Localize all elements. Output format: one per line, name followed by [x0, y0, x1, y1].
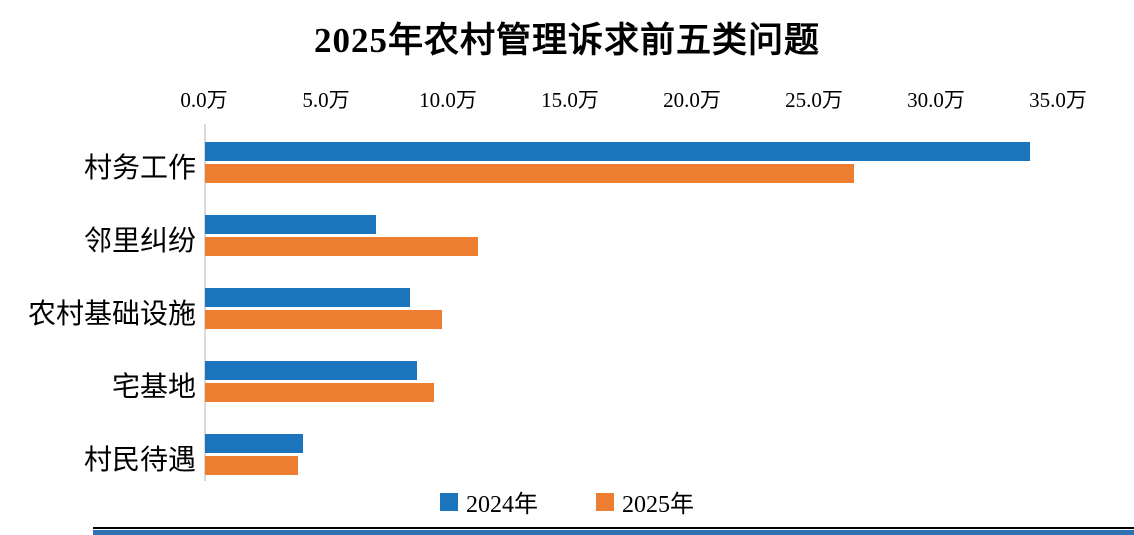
category-label: 农村基础设施	[27, 299, 196, 330]
bar-series-0-row-0	[205, 142, 1030, 161]
bar-series-0-row-4	[205, 434, 303, 453]
bar-series-0-row-2	[205, 288, 410, 307]
bar-series-0-row-1	[205, 215, 376, 234]
legend: 2024年 2025年	[0, 484, 1134, 519]
bar-series-1-row-1	[205, 237, 478, 256]
x-tick-label: 0.0万	[180, 88, 228, 112]
x-tick-label: 25.0万	[785, 88, 843, 112]
category-label: 邻里纠纷	[83, 226, 196, 257]
x-tick-label: 20.0万	[663, 88, 721, 112]
bottom-blue-strip	[93, 530, 1134, 535]
bottom-border-line	[93, 527, 1134, 529]
legend-item-2024年: 2024年	[440, 484, 538, 519]
chart-title: 2025年农村管理诉求前五类问题	[313, 21, 820, 60]
bar-series-1-row-0	[205, 164, 854, 183]
legend-swatch-icon	[596, 492, 614, 511]
legend-label: 2025年	[622, 492, 694, 518]
x-tick-label: 15.0万	[541, 88, 599, 112]
x-tick-label: 30.0万	[907, 88, 965, 112]
category-label: 宅基地	[111, 372, 196, 403]
x-tick-label: 35.0万	[1029, 88, 1087, 112]
bar-series-1-row-3	[205, 383, 434, 402]
bar-series-0-row-3	[205, 361, 417, 380]
x-tick-label: 5.0万	[302, 88, 350, 112]
category-label: 村务工作	[83, 153, 196, 184]
category-label: 村民待遇	[83, 445, 196, 476]
x-tick-label: 10.0万	[419, 88, 477, 112]
legend-item-2025年: 2025年	[596, 484, 694, 519]
bar-series-1-row-4	[205, 456, 298, 475]
legend-swatch-icon	[440, 492, 458, 511]
bar-series-1-row-2	[205, 310, 442, 329]
legend-label: 2024年	[466, 492, 538, 518]
